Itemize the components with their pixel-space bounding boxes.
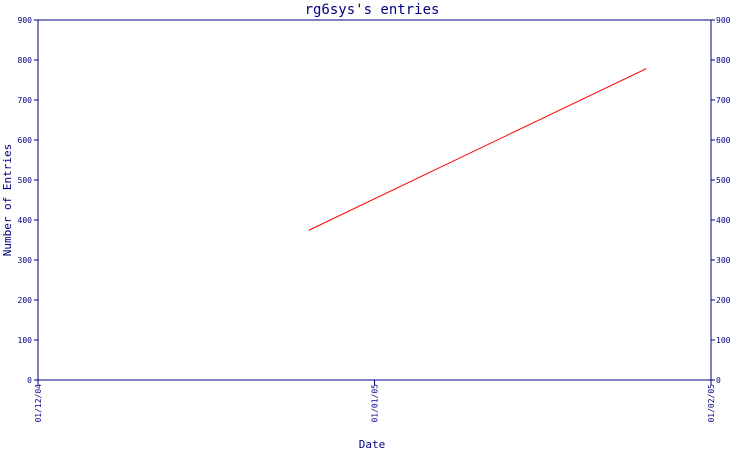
y-tick-label-right: 100 [716,336,731,345]
y-tick-label-left: 400 [18,216,33,225]
y-axis-right: 0 100 200 300 400 500 600 700 800 900 [711,16,731,385]
y-tick-label-left: 700 [18,96,33,105]
series-point [308,229,310,231]
x-tick-label: 01/01/05 [371,384,380,423]
x-axis: 01/12/04 01/01/05 01/02/05 [34,380,716,423]
y-tick-label-right: 200 [716,296,731,305]
y-tick-label-left: 0 [27,376,32,385]
series-layer [308,68,647,231]
plot-frame [37,19,712,381]
y-tick-label-right: 0 [716,376,721,385]
y-tick-label-right: 500 [716,176,731,185]
y-tick-label-right: 300 [716,256,731,265]
y-tick-label-right: 900 [716,16,731,25]
chart-title: rg6sys's entries [305,2,440,18]
y-tick-label-left: 800 [18,56,33,65]
x-tick-label: 01/12/04 [34,384,43,423]
y-axis-left: 0 100 200 300 400 500 600 700 800 900 [18,16,38,385]
series-line [309,68,647,231]
y-tick-label-left: 300 [18,256,33,265]
y-tick-label-left: 600 [18,136,33,145]
x-axis-label: Date [359,438,386,450]
y-tick-label-right: 700 [716,96,731,105]
series-point [645,68,647,70]
y-tick-label-left: 200 [18,296,33,305]
y-tick-label-left: 500 [18,176,33,185]
y-tick-label-right: 800 [716,56,731,65]
y-axis-label: Number of Entries [1,144,14,257]
y-tick-label-right: 400 [716,216,731,225]
x-tick-label: 01/02/05 [707,384,716,423]
y-tick-label-right: 600 [716,136,731,145]
y-tick-label-left: 100 [18,336,33,345]
y-tick-label-left: 900 [18,16,33,25]
